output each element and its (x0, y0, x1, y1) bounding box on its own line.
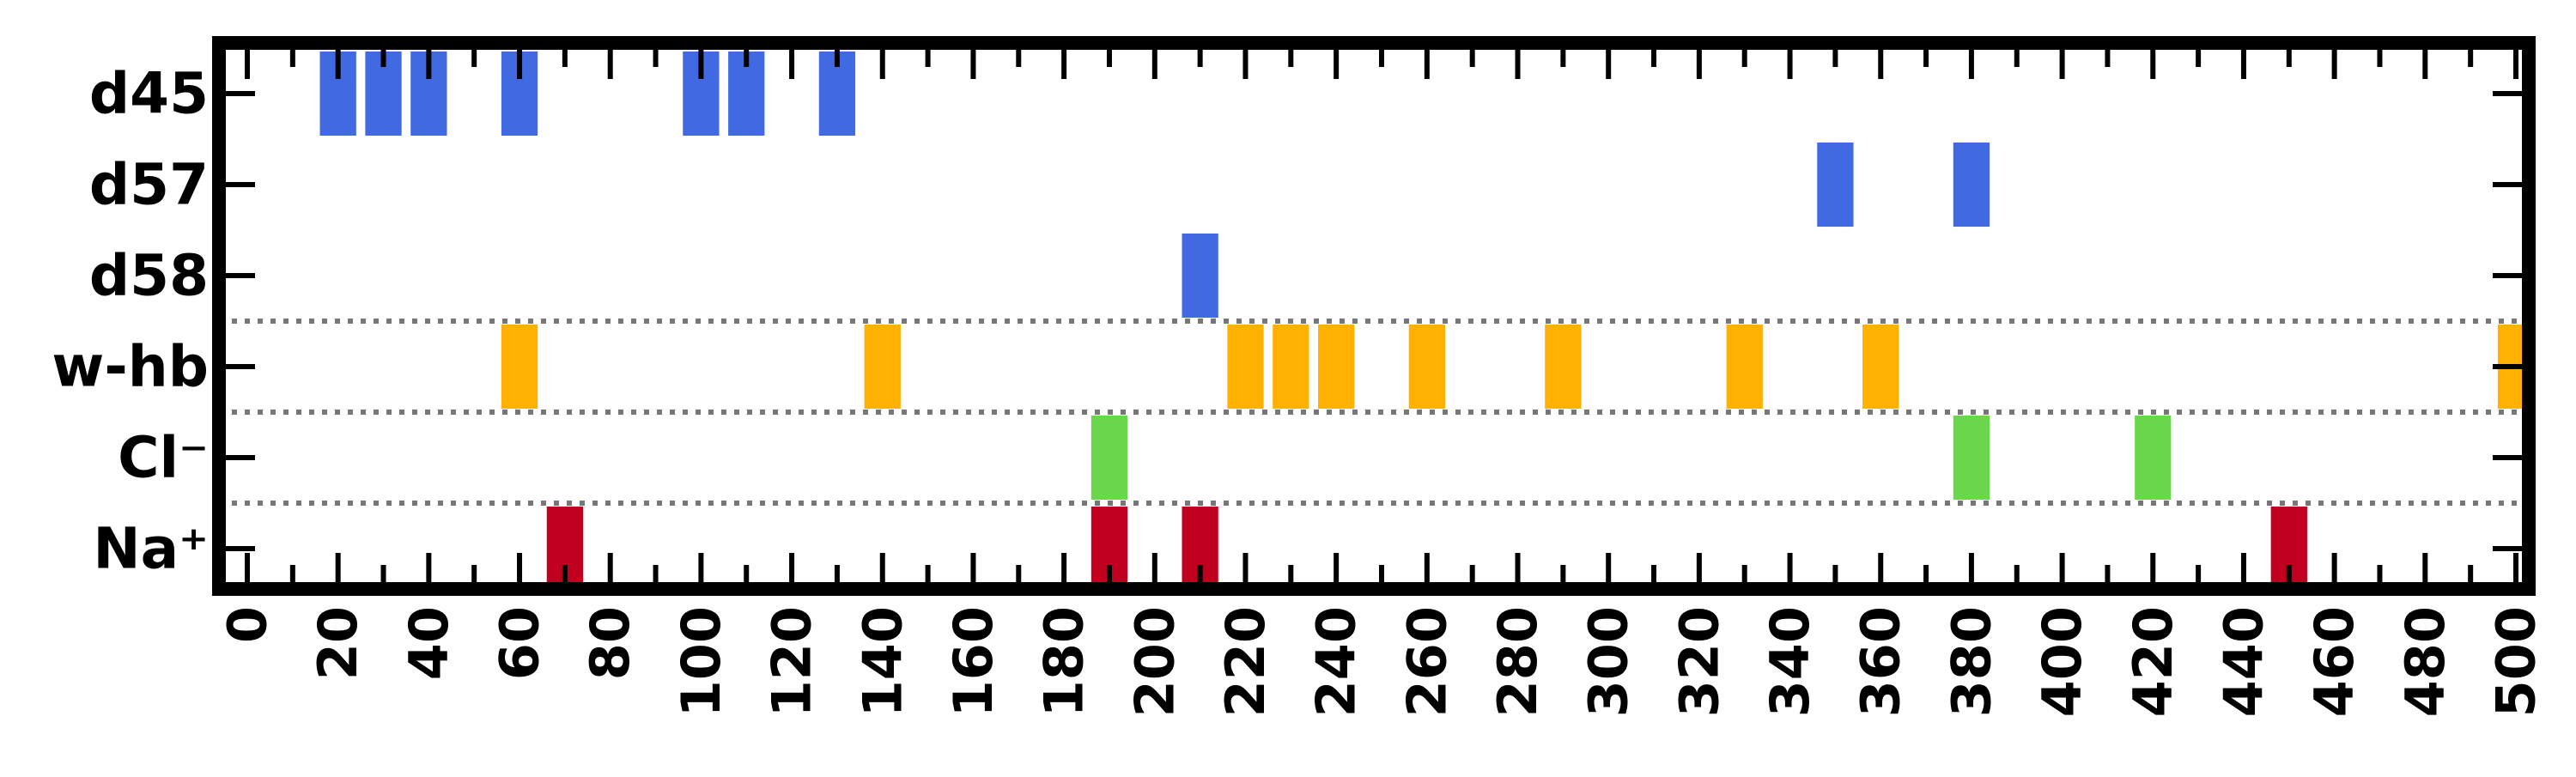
event-bar-1-0 (1817, 143, 1854, 227)
axis-ticks (226, 50, 2522, 582)
x-tick-label-6: 120 (761, 606, 823, 717)
y-label-1: d57 (89, 152, 209, 218)
event-bar-4-1 (1953, 416, 1990, 500)
x-tick-label-7: 140 (851, 606, 914, 717)
x-tick-label-2: 40 (398, 606, 460, 680)
x-tick-label-23: 460 (2303, 606, 2366, 717)
x-tick-label-16: 320 (1668, 606, 1730, 717)
x-tick-label-17: 340 (1759, 606, 1821, 717)
event-bar-3-2 (1227, 325, 1264, 409)
x-tick-label-13: 260 (1395, 606, 1458, 717)
event-bar-3-3 (1273, 325, 1309, 409)
y-label-2: d58 (89, 243, 209, 309)
x-axis-labels: 0 20 40 60 80 100 120 140 160 180 200 220 240 260 280 3… (216, 606, 2548, 717)
x-tick-label-14: 280 (1486, 606, 1549, 717)
y-label-5: Na⁺ (93, 516, 209, 582)
event-bar-2-0 (1182, 234, 1218, 318)
x-tick-label-12: 240 (1305, 606, 1368, 717)
x-tick-label-15: 300 (1577, 606, 1640, 717)
event-bar-4-2 (2135, 416, 2172, 500)
x-tick-label-20: 400 (2031, 606, 2093, 717)
plot-frame (212, 36, 2536, 596)
event-bar-3-6 (1545, 325, 1582, 409)
x-tick-label-10: 200 (1123, 606, 1186, 717)
event-bar-3-4 (1318, 325, 1355, 409)
x-tick-label-8: 160 (942, 606, 1005, 717)
event-bar-1-1 (1953, 143, 1990, 227)
x-tick-label-22: 440 (2212, 606, 2275, 717)
event-bar-3-5 (1408, 325, 1445, 409)
y-label-0: d45 (89, 61, 209, 127)
event-bar-3-1 (864, 325, 901, 409)
x-tick-label-4: 80 (579, 606, 641, 680)
x-tick-label-3: 60 (489, 606, 551, 680)
y-label-3: w-hb (52, 334, 209, 400)
x-tick-label-25: 500 (2485, 606, 2548, 717)
x-tick-label-24: 480 (2394, 606, 2457, 717)
event-bar-4-0 (1091, 416, 1128, 500)
event-bar-3-0 (501, 325, 538, 409)
event-bar-3-7 (1726, 325, 1763, 409)
y-axis-labels: d45 d57 d58 w-hb Cl⁻ Na⁺ (52, 61, 209, 582)
x-tick-label-9: 180 (1033, 606, 1096, 717)
x-tick-label-19: 380 (1940, 606, 2002, 717)
event-bars (319, 52, 2522, 591)
x-tick-label-5: 100 (670, 606, 732, 717)
x-tick-label-18: 360 (1850, 606, 1912, 717)
y-label-4: Cl⁻ (118, 425, 209, 491)
x-tick-label-11: 220 (1214, 606, 1277, 717)
x-tick-label-21: 420 (2122, 606, 2184, 717)
event-bar-3-8 (1862, 325, 1899, 409)
x-tick-label-0: 0 (216, 606, 279, 643)
x-tick-label-1: 20 (307, 606, 369, 680)
group-separators (219, 319, 2529, 506)
